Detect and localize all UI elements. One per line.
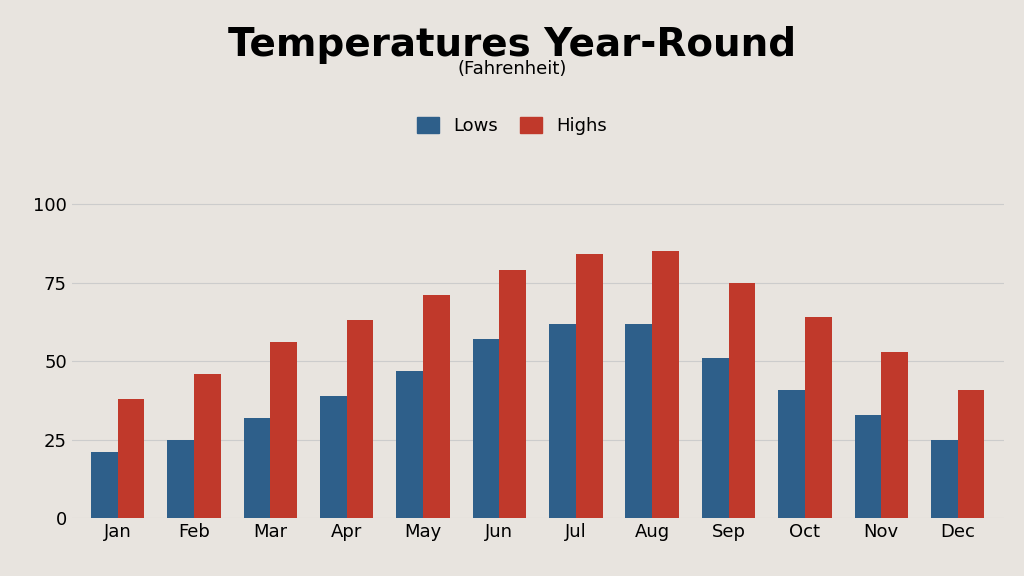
Bar — [118, 399, 144, 518]
Bar — [805, 317, 831, 518]
Bar — [396, 371, 423, 518]
Bar — [626, 324, 652, 518]
Bar — [855, 415, 882, 518]
Bar — [957, 389, 984, 518]
Bar — [244, 418, 270, 518]
Bar — [423, 295, 450, 518]
Bar — [194, 374, 220, 518]
Bar — [91, 452, 118, 518]
Bar — [931, 440, 957, 518]
Bar — [500, 270, 526, 518]
Bar — [347, 320, 374, 518]
Bar — [778, 389, 805, 518]
Bar — [319, 396, 347, 518]
Bar — [652, 251, 679, 518]
Bar — [575, 255, 602, 518]
Bar — [728, 283, 756, 518]
Text: Temperatures Year-Round: Temperatures Year-Round — [228, 26, 796, 64]
Bar — [167, 440, 194, 518]
Bar — [473, 339, 500, 518]
Text: (Fahrenheit): (Fahrenheit) — [458, 60, 566, 78]
Bar — [270, 343, 297, 518]
Bar — [701, 358, 728, 518]
Bar — [549, 324, 575, 518]
Bar — [882, 352, 908, 518]
Legend: Lows, Highs: Lows, Highs — [410, 110, 614, 142]
